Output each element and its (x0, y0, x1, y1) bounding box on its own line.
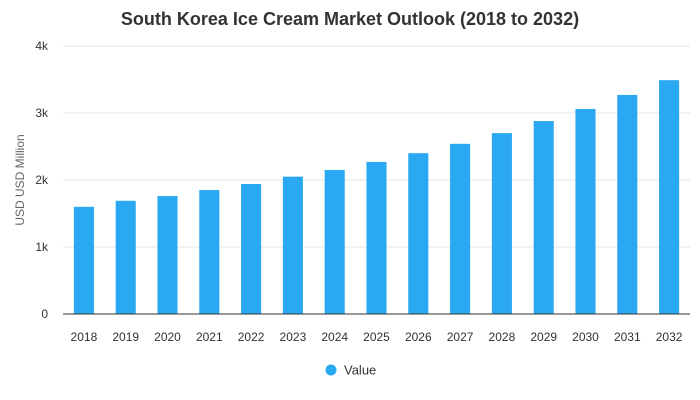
bar-2026[interactable] (408, 153, 429, 314)
legend-swatch (325, 364, 337, 376)
y-axis-ticks: 0 1k 2k 3k 4k (35, 39, 49, 321)
bar-2019[interactable] (115, 200, 136, 314)
x-axis-ticks: 2018 2019 2020 2021 2022 2023 2024 2025 2026 2027… (71, 330, 683, 344)
bar-2018[interactable] (73, 206, 94, 314)
x-tick-label: 2025 (363, 330, 390, 344)
x-tick-label: 2022 (238, 330, 265, 344)
x-tick-label: 2027 (447, 330, 474, 344)
bar-2029[interactable] (533, 121, 554, 314)
bar-2031[interactable] (617, 94, 638, 314)
legend[interactable]: Value (325, 363, 377, 378)
bar-2025[interactable] (366, 161, 387, 314)
x-tick-label: 2030 (572, 330, 599, 344)
x-tick-label: 2020 (154, 330, 181, 344)
bar-2023[interactable] (282, 176, 303, 314)
y-axis-title: USD USD Million (13, 134, 27, 225)
x-tick-label: 2028 (489, 330, 516, 344)
y-tick-label: 0 (41, 307, 48, 321)
bar-2032[interactable] (659, 80, 680, 314)
x-tick-label: 2031 (614, 330, 641, 344)
y-tick-label: 1k (35, 240, 49, 254)
x-tick-label: 2032 (656, 330, 683, 344)
x-tick-label: 2026 (405, 330, 432, 344)
bar-2022[interactable] (241, 184, 262, 314)
x-tick-label: 2021 (196, 330, 223, 344)
bar-2027[interactable] (450, 143, 471, 314)
x-tick-label: 2024 (321, 330, 348, 344)
legend-label: Value (344, 363, 376, 378)
bar-2021[interactable] (199, 190, 220, 314)
x-tick-label: 2029 (530, 330, 557, 344)
bar-2030[interactable] (575, 108, 596, 314)
bars (73, 80, 680, 314)
chart-title: South Korea Ice Cream Market Outlook (20… (121, 9, 579, 29)
y-tick-label: 4k (35, 39, 49, 53)
bar-2020[interactable] (157, 196, 178, 314)
y-tick-label: 2k (35, 173, 49, 187)
bar-2024[interactable] (324, 169, 345, 314)
x-tick-label: 2018 (71, 330, 98, 344)
x-tick-label: 2023 (280, 330, 307, 344)
y-tick-label: 3k (35, 106, 49, 120)
x-tick-label: 2019 (112, 330, 139, 344)
bar-2028[interactable] (491, 133, 512, 314)
